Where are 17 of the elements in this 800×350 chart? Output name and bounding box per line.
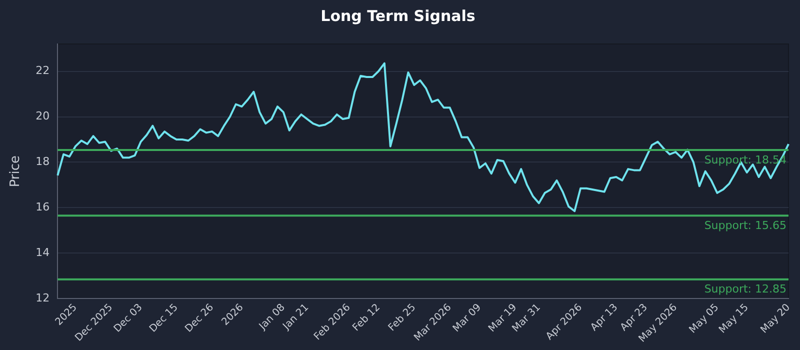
x-tick-label: Feb 25 [386, 302, 418, 334]
y-tick-label: 12 [36, 292, 50, 305]
y-tick-label: 20 [36, 110, 50, 123]
y-tick-label: 18 [36, 155, 50, 168]
chart-title: Long Term Signals [320, 6, 476, 25]
y-tick-label: 22 [36, 64, 50, 78]
x-tick-label: Dec 03 [112, 302, 145, 335]
x-tick-label: Dec 15 [148, 302, 180, 335]
y-tick-label: 14 [36, 246, 50, 260]
ref-line-label: Support: 15.65 [704, 219, 787, 232]
x-tick-label: Feb 12 [350, 302, 382, 334]
x-tick-label: Mar 09 [451, 302, 484, 334]
x-tick-label: Apr 13 [588, 302, 620, 334]
y-tick-label: 16 [36, 200, 50, 214]
ref-line-label: Support: 12.85 [704, 282, 787, 296]
y-axis-title: Price [8, 155, 24, 188]
x-tick-label: Dec 26 [183, 302, 216, 335]
